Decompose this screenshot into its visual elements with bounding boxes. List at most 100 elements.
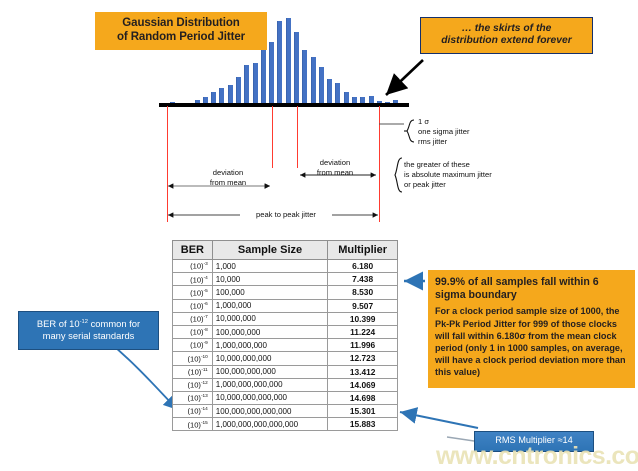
table-row[interactable]: (10)-9 1,000,000,000 11.996 — [172, 338, 398, 353]
histogram-bar — [235, 77, 241, 105]
histogram-bar — [318, 67, 324, 105]
table-header-row: BER Sample Size Multiplier — [172, 240, 398, 260]
site-watermark: www.cntronics.com — [436, 442, 638, 470]
table-row[interactable]: (10)-7 10,000,000 10.399 — [172, 311, 398, 326]
cell-sample-size: 1,000,000,000,000 — [211, 377, 329, 392]
histogram-bar — [302, 50, 308, 105]
histogram-bar — [219, 88, 225, 105]
cell-sample-size: 10,000,000,000,000 — [211, 390, 329, 406]
sigma-line-mid-right — [297, 106, 299, 168]
deviation-left-line1: deviation — [212, 168, 244, 177]
deviation-left-line2: from mean — [209, 178, 247, 187]
histogram-bar — [202, 97, 208, 105]
table-row[interactable]: (10)-10 10,000,000,000 12.723 — [172, 351, 398, 366]
one-sigma-jitter-label: one sigma jitter — [418, 127, 470, 136]
cell-sample-size: 1,000,000 — [211, 298, 329, 313]
cell-ber: (10)-13 — [172, 390, 213, 406]
cell-multiplier: 15.301 — [327, 404, 398, 419]
cell-multiplier: 13.412 — [327, 364, 398, 379]
sigma-symbol-label: 1 σ — [418, 117, 430, 126]
histogram-bar — [368, 96, 374, 105]
skirts-callout: … the skirts of the distribution extend … — [420, 17, 593, 55]
cell-sample-size: 100,000,000,000,000 — [211, 404, 329, 419]
deviation-right-line1: deviation — [319, 158, 351, 167]
cell-ber: (10)-10 — [172, 351, 213, 366]
rms-multiplier-callout: RMS Multiplier ≈14 — [474, 431, 594, 452]
cell-ber: (10)-3 — [172, 258, 213, 274]
table-header-ber: BER — [172, 240, 213, 260]
six-sigma-headline: 99.9% of all samples fall within 6 sigma… — [435, 276, 599, 301]
cell-ber: (10)-7 — [172, 311, 213, 326]
cell-sample-size: 1,000,000,000,000,000 — [211, 417, 329, 432]
table-row[interactable]: (10)-13 10,000,000,000,000 14.698 — [172, 390, 398, 406]
title-callout: Gaussian Distribution of Random Period J… — [95, 12, 267, 51]
ber-callout-exponent: -12 — [79, 318, 89, 325]
six-sigma-body: For a clock period sample size of 1000, … — [435, 306, 626, 377]
rms-jitter-label: rms jitter — [418, 137, 448, 146]
sigma-line-far-right — [379, 106, 381, 222]
cell-sample-size: 100,000,000 — [211, 324, 329, 340]
gaussian-histogram — [168, 10, 400, 105]
deviation-right-line2: from mean — [316, 168, 354, 177]
cell-ber: (10)-4 — [172, 272, 213, 287]
cell-multiplier: 14.698 — [327, 390, 398, 406]
cell-sample-size: 1,000 — [211, 258, 329, 274]
histogram-bar — [327, 79, 333, 105]
ber-callout-leader — [107, 340, 179, 411]
table-row[interactable]: (10)-3 1,000 6.180 — [172, 258, 398, 274]
histogram-baseline — [159, 103, 409, 107]
histogram-bar — [227, 85, 233, 105]
table-row[interactable]: (10)-6 1,000,000 9.507 — [172, 298, 398, 313]
cell-sample-size: 10,000,000,000 — [211, 351, 329, 366]
cell-sample-size: 100,000 — [211, 285, 329, 300]
table-header-sample-size: Sample Size — [211, 240, 329, 260]
histogram-bar — [194, 100, 200, 105]
cell-sample-size: 10,000,000 — [211, 311, 329, 326]
table-row[interactable]: (10)-8 100,000,000 11.224 — [172, 324, 398, 340]
cell-multiplier: 7.438 — [327, 272, 398, 287]
greater-of-these-brace — [394, 157, 403, 193]
ber-callout-line1: BER of 10-12 common for — [22, 318, 155, 330]
peak-to-peak-label: peak to peak jitter — [256, 210, 316, 219]
title-callout-line1: Gaussian Distribution — [122, 17, 240, 29]
sigma-line-mid-left — [272, 106, 274, 168]
histogram-bar — [335, 83, 341, 105]
histogram-bar — [293, 32, 299, 105]
histogram-bar — [244, 65, 250, 105]
table-row[interactable]: (10)-12 1,000,000,000,000 14.069 — [172, 377, 398, 392]
cell-ber: (10)-11 — [172, 364, 213, 379]
cell-ber: (10)-15 — [172, 417, 213, 432]
skirts-callout-line2: distribution extend forever — [441, 35, 572, 47]
greater-of-these-line1: the greater of these — [404, 160, 470, 169]
table-row[interactable]: (10)-5 100,000 8.530 — [172, 285, 398, 300]
table-row[interactable]: (10)-15 1,000,000,000,000,000 15.883 — [172, 417, 398, 432]
cell-multiplier: 10.399 — [327, 311, 398, 326]
histogram-bar — [310, 57, 316, 105]
cell-ber: (10)-9 — [172, 338, 213, 353]
cell-sample-size: 1,000,000,000 — [211, 338, 329, 353]
cell-multiplier: 8.530 — [327, 285, 398, 300]
histogram-bar — [285, 18, 291, 105]
table-row[interactable]: (10)-11 100,000,000,000 13.412 — [172, 364, 398, 379]
table-header-multiplier: Multiplier — [327, 240, 398, 260]
histogram-bar — [360, 97, 366, 105]
cell-multiplier: 9.507 — [327, 298, 398, 313]
cell-multiplier: 12.723 — [327, 351, 398, 366]
one-sigma-brace — [404, 119, 415, 143]
cell-ber: (10)-5 — [172, 285, 213, 300]
histogram-bar — [277, 21, 283, 105]
table-row[interactable]: (10)-14 100,000,000,000,000 15.301 — [172, 404, 398, 419]
ber-callout-line1-pre: BER of 10 — [36, 318, 80, 329]
rms-callout-tail — [446, 436, 475, 442]
table-row[interactable]: (10)-4 10,000 7.438 — [172, 272, 398, 287]
sigma-line-far-left — [167, 106, 169, 222]
cell-sample-size: 100,000,000,000 — [211, 364, 329, 379]
ber-callout-line1-post: common for — [88, 318, 141, 329]
rms-callout-leader — [399, 407, 479, 430]
cell-ber: (10)-14 — [172, 404, 213, 419]
histogram-bar — [393, 100, 399, 105]
greater-of-these-line2: is absolute maximum jitter — [404, 170, 492, 179]
histogram-bar — [343, 92, 349, 105]
cell-multiplier: 11.996 — [327, 338, 398, 353]
